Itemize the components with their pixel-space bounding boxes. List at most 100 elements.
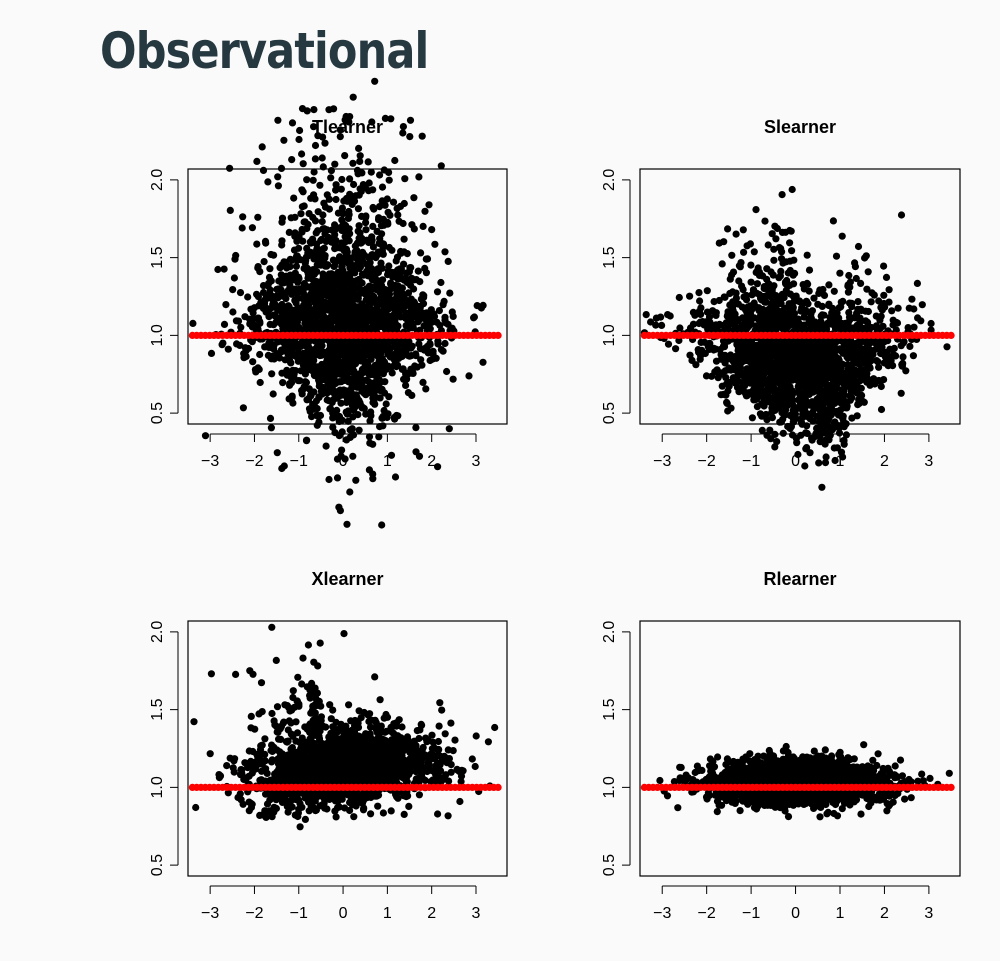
estimate-point (285, 303, 293, 311)
estimate-point (696, 297, 704, 305)
estimate-point (362, 350, 370, 358)
estimate-point (697, 338, 705, 346)
estimate-point (373, 227, 381, 235)
true-effect-point (947, 331, 955, 339)
estimate-point (330, 262, 339, 270)
estimate-point (877, 382, 885, 391)
estimate-point (675, 293, 683, 302)
estimate-point (818, 401, 826, 409)
estimate-point (330, 387, 338, 395)
estimate-point (444, 320, 452, 328)
estimate-point (813, 412, 821, 420)
estimate-point (765, 375, 773, 383)
estimate-point (382, 400, 390, 408)
estimate-point (294, 357, 302, 365)
estimate-point (290, 194, 298, 202)
estimate-point (853, 389, 862, 397)
estimate-point (414, 267, 422, 275)
estimate-point (286, 380, 294, 388)
estimate-point (317, 292, 325, 300)
estimate-point (407, 295, 415, 303)
estimate-point (443, 367, 451, 376)
estimate-point (908, 295, 916, 303)
estimate-point (344, 417, 352, 425)
estimate-point (268, 370, 276, 378)
estimate-point (774, 297, 783, 305)
estimate-point (329, 256, 337, 264)
estimate-point (350, 376, 358, 385)
estimate-point (354, 205, 362, 213)
estimate-point (355, 291, 363, 299)
estimate-point (768, 230, 776, 238)
estimate-point (881, 350, 889, 358)
estimate-point (362, 323, 370, 331)
estimate-point (815, 418, 824, 426)
estimate-point (391, 415, 399, 423)
estimate-point (306, 238, 314, 246)
estimate-point (362, 214, 370, 222)
estimate-point (816, 286, 824, 294)
estimate-point (795, 372, 803, 380)
estimate-point (755, 271, 764, 279)
estimate-point (437, 346, 445, 354)
estimate-point (666, 312, 674, 320)
estimate-point (676, 324, 684, 332)
estimate-point (760, 397, 768, 405)
estimate-point (831, 369, 839, 377)
estimate-point (432, 354, 440, 362)
estimate-point (262, 239, 270, 247)
estimate-point (302, 437, 311, 445)
estimate-point (366, 337, 374, 346)
estimate-point (378, 183, 387, 191)
estimate-point (410, 276, 418, 284)
estimate-point (357, 187, 365, 196)
estimate-point (340, 197, 348, 205)
estimate-point (354, 227, 362, 235)
estimate-point (703, 319, 711, 327)
estimate-point (302, 378, 310, 387)
estimate-point (325, 270, 333, 278)
estimate-point (889, 321, 897, 329)
estimate-point (642, 311, 650, 319)
estimate-point (864, 322, 872, 330)
estimate-point (288, 276, 296, 284)
estimate-point (299, 160, 307, 168)
estimate-point (838, 322, 846, 330)
x-tick-label: −3 (201, 453, 219, 470)
estimate-point (846, 283, 854, 291)
x-tick-label: 3 (472, 453, 481, 470)
estimate-point (385, 168, 393, 176)
estimate-point (821, 459, 830, 467)
estimate-point (331, 290, 339, 298)
estimate-point (385, 345, 393, 353)
estimate-point (294, 673, 302, 681)
estimate-point (770, 364, 778, 372)
estimate-point (295, 323, 303, 332)
estimate-point (278, 214, 287, 222)
estimate-point (771, 430, 779, 438)
estimate-point (728, 251, 736, 259)
estimate-point (875, 363, 883, 371)
estimate-point (375, 433, 383, 441)
estimate-point (743, 308, 751, 316)
estimate-point (731, 310, 739, 318)
estimate-point (348, 289, 356, 297)
estimate-point (269, 390, 277, 398)
estimate-point (189, 319, 197, 327)
estimate-point (397, 296, 406, 304)
estimate-point (289, 399, 297, 407)
estimate-point (311, 402, 319, 410)
estimate-point (310, 106, 318, 114)
y-tick-label: 2.0 (601, 169, 618, 191)
estimate-point (724, 225, 732, 233)
estimate-point (341, 152, 349, 160)
estimate-point (342, 252, 350, 260)
estimate-point (788, 310, 796, 318)
estimate-point (355, 320, 364, 328)
estimate-point (394, 211, 402, 219)
estimate-point (322, 442, 330, 450)
estimate-point (943, 343, 951, 351)
true-effect-points (640, 331, 955, 339)
estimate-point (854, 340, 863, 348)
estimate-point (320, 305, 328, 313)
